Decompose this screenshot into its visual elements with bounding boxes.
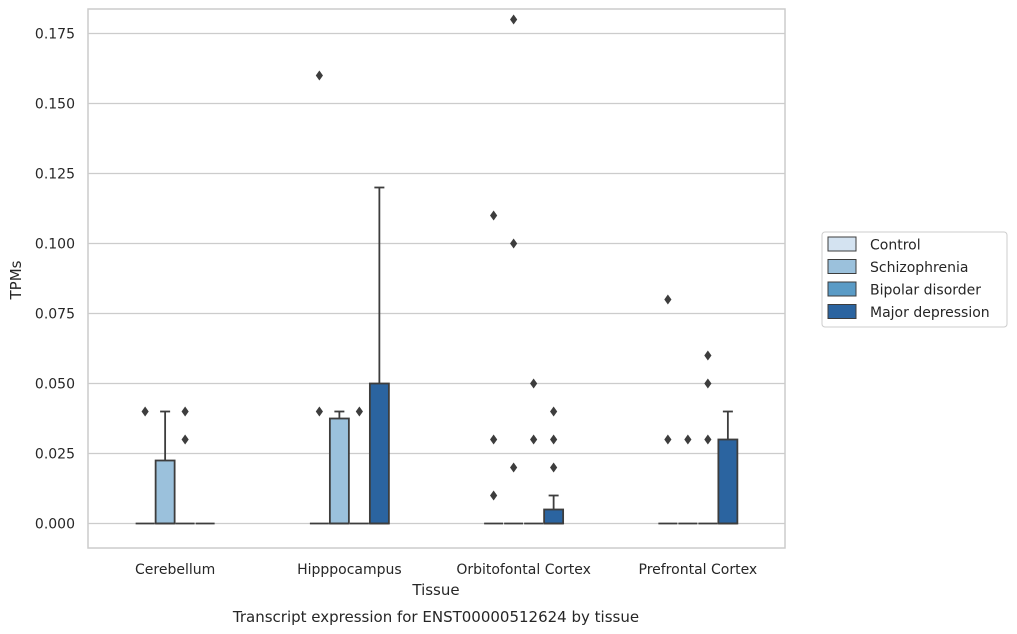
box-body <box>154 459 176 525</box>
boxes <box>135 186 739 525</box>
legend-swatch <box>827 259 857 274</box>
outlier-point <box>704 350 712 361</box>
outlier-point <box>530 378 538 389</box>
legend-label: Schizophrenia <box>870 260 968 276</box>
x-tick-label: Hipppocampus <box>297 562 402 578</box>
outlier-point <box>550 406 558 417</box>
box-2-3 <box>543 494 565 525</box>
outlier-point <box>550 462 558 473</box>
box-1-3 <box>368 186 390 525</box>
outlier-point <box>355 406 363 417</box>
box-body <box>543 508 565 525</box>
legend-items: Control Schizophrenia Bipolar disorder Majo… <box>827 236 990 321</box>
y-tick-label: 0.150 <box>35 97 75 113</box>
box-3-3 <box>717 410 739 525</box>
outlier-point <box>664 294 672 305</box>
outlier-point <box>181 406 189 417</box>
outlier-point <box>530 434 538 445</box>
box-0-1 <box>154 410 176 525</box>
x-tick-label: Prefrontal Cortex <box>639 562 758 578</box>
legend-label: Bipolar disorder <box>870 283 981 299</box>
y-axis-label: TPMs <box>7 260 25 300</box>
box-1-1 <box>328 410 350 525</box>
outlier-point <box>315 70 323 81</box>
chart-caption: Transcript expression for ENST0000051262… <box>232 608 639 626</box>
y-tick-label: 0.075 <box>35 307 75 323</box>
box-body <box>368 382 390 525</box>
y-tick-label: 0.175 <box>35 27 75 43</box>
y-tick-label: 0.125 <box>35 167 75 183</box>
x-tick-labels: Cerebellum Hipppocampus Orbitofontal Corte… <box>135 562 757 578</box>
x-tick-label: Orbitofontal Cortex <box>456 562 591 578</box>
outlier-point <box>490 434 498 445</box>
outlier-point <box>704 378 712 389</box>
outlier-point <box>510 462 518 473</box>
outlier-point <box>490 210 498 221</box>
plot-frame <box>87 8 786 549</box>
y-tick-label: 0.050 <box>35 377 75 393</box>
outlier-point <box>510 14 518 25</box>
y-tick-label: 0.100 <box>35 237 75 253</box>
outlier-point <box>181 434 189 445</box>
box-body <box>328 417 350 525</box>
x-tick-label: Cerebellum <box>135 562 215 578</box>
outlier-point <box>315 406 323 417</box>
box-body <box>717 438 739 525</box>
outlier-point <box>510 238 518 249</box>
outliers <box>141 14 712 501</box>
legend-label: Control <box>870 238 921 254</box>
legend: Control Schizophrenia Bipolar disorder Majo… <box>821 231 1008 328</box>
outlier-point <box>490 490 498 501</box>
legend-swatch <box>827 281 857 297</box>
legend-swatch <box>827 304 857 319</box>
y-tick-label: 0.000 <box>35 517 75 533</box>
outlier-point <box>664 434 672 445</box>
outlier-point <box>704 434 712 445</box>
outlier-point <box>550 434 558 445</box>
x-axis-label: Tissue <box>411 581 459 599</box>
outlier-point <box>141 406 149 417</box>
legend-frame <box>821 231 1008 328</box>
legend-swatch <box>827 236 857 252</box>
y-tick-labels: 0.000 0.025 0.050 0.075 0.100 0.125 0.150 0.175 <box>35 27 75 533</box>
outlier-point <box>684 434 692 445</box>
grid-lines <box>88 32 785 525</box>
legend-label: Major depression <box>870 305 990 321</box>
y-tick-label: 0.025 <box>35 447 75 463</box>
